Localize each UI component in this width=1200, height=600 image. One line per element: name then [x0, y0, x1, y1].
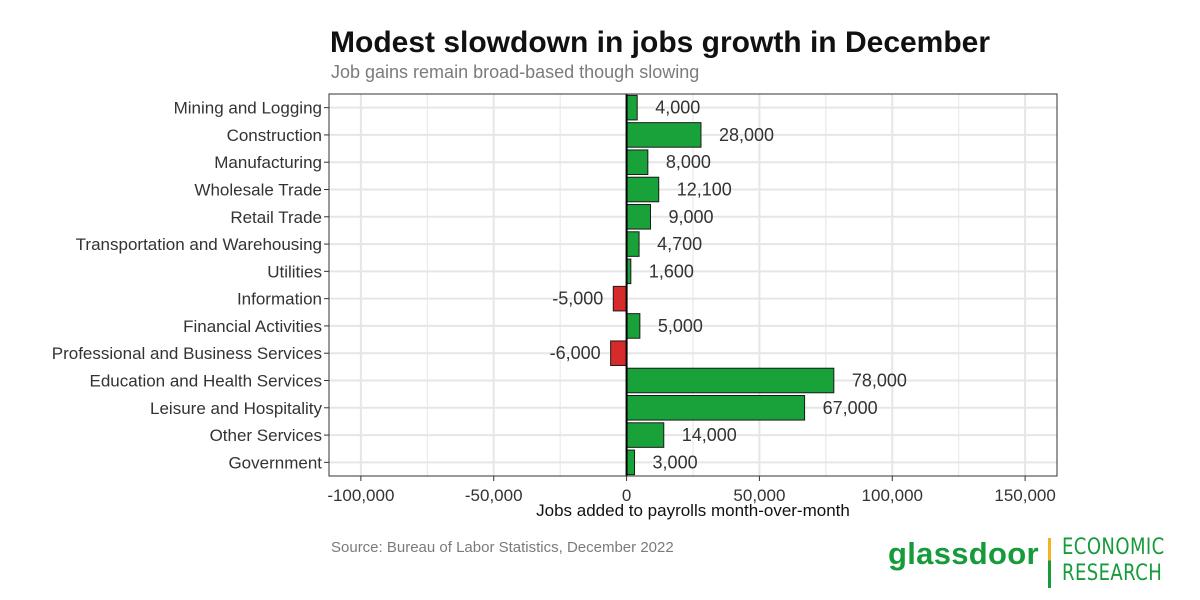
y-tick-label: Government	[228, 453, 322, 472]
data-label: 3,000	[653, 452, 698, 472]
x-tick-label: -50,000	[465, 486, 523, 505]
bar-leisure-and-hospitality	[626, 395, 806, 421]
bar-manufacturing	[626, 149, 649, 175]
data-label: 12,100	[677, 180, 732, 200]
brand-department: ECONOMIC RESEARCH	[1062, 535, 1165, 587]
bar-professional-and-business-services	[610, 340, 628, 366]
y-tick-label: Financial Activities	[183, 317, 322, 336]
panel-border	[328, 93, 1058, 477]
y-tick-label: Manufacturing	[214, 153, 322, 172]
glassdoor-economic-research-logo: glassdoor ECONOMIC RESEARCH	[888, 530, 1188, 590]
data-labels: 4,000 28,000 8,000 12,100 9,000 4,700 1,600 -5,…	[550, 98, 907, 473]
chart-title: Modest slowdown in jobs growth in Decemb…	[330, 26, 991, 59]
y-tick-label: Other Services	[210, 426, 322, 445]
bar-mining-and-logging	[626, 94, 638, 121]
y-tick-label: Utilities	[267, 262, 322, 281]
x-tick-label: 100,000	[862, 486, 923, 505]
data-label: 1,600	[649, 261, 694, 281]
data-label: 14,000	[682, 425, 737, 445]
bar-education-and-health-services	[626, 367, 835, 394]
logo-divider	[1048, 538, 1051, 588]
brand-line-1: ECONOMIC	[1062, 535, 1165, 560]
bar-construction	[626, 122, 702, 148]
data-label: 4,000	[655, 98, 700, 118]
y-tick-label: Construction	[227, 126, 322, 145]
source-note: Source: Bureau of Labor Statistics, Dece…	[331, 539, 674, 556]
brand-name: glassdoor	[888, 536, 1039, 571]
bar-retail-trade	[626, 204, 651, 230]
y-tick-label: Information	[237, 290, 322, 309]
bar-other-services	[626, 422, 665, 448]
data-label: 5,000	[658, 316, 703, 336]
y-tick-label: Professional and Business Services	[52, 344, 322, 363]
y-tick-label: Retail Trade	[230, 208, 322, 227]
bar-transportation-and-warehousing	[626, 231, 640, 257]
data-label: 9,000	[668, 207, 713, 227]
data-label: 67,000	[823, 398, 878, 418]
y-tick-label: Leisure and Hospitality	[150, 399, 322, 418]
chart-subtitle: Job gains remain broad-based though slow…	[331, 62, 700, 82]
y-tick-label: Wholesale Trade	[194, 181, 322, 200]
brand-line-2: RESEARCH	[1062, 561, 1163, 586]
x-tick-label: 150,000	[994, 486, 1055, 505]
data-label: -5,000	[552, 289, 603, 309]
bar-wholesale-trade	[626, 176, 660, 203]
axes: Mining and Logging Construction Manufactur…	[52, 93, 1058, 505]
x-axis-title: Jobs added to payrolls month-over-month	[536, 501, 850, 520]
x-tick-label: 0	[622, 486, 631, 505]
data-label: 28,000	[719, 125, 774, 145]
data-label: 8,000	[666, 152, 711, 172]
y-tick-label: Transportation and Warehousing	[76, 235, 322, 254]
data-label: 78,000	[852, 371, 907, 391]
y-tick-label: Mining and Logging	[174, 99, 322, 118]
bar-financial-activities	[626, 313, 641, 339]
bar-information	[612, 285, 628, 312]
x-tick-label: 50,000	[733, 486, 785, 505]
bar-government	[626, 449, 636, 476]
bars	[610, 94, 835, 476]
data-label: -6,000	[550, 343, 601, 363]
x-tick-label: -100,000	[327, 486, 394, 505]
y-tick-label: Education and Health Services	[90, 372, 322, 391]
data-label: 4,700	[657, 234, 702, 254]
